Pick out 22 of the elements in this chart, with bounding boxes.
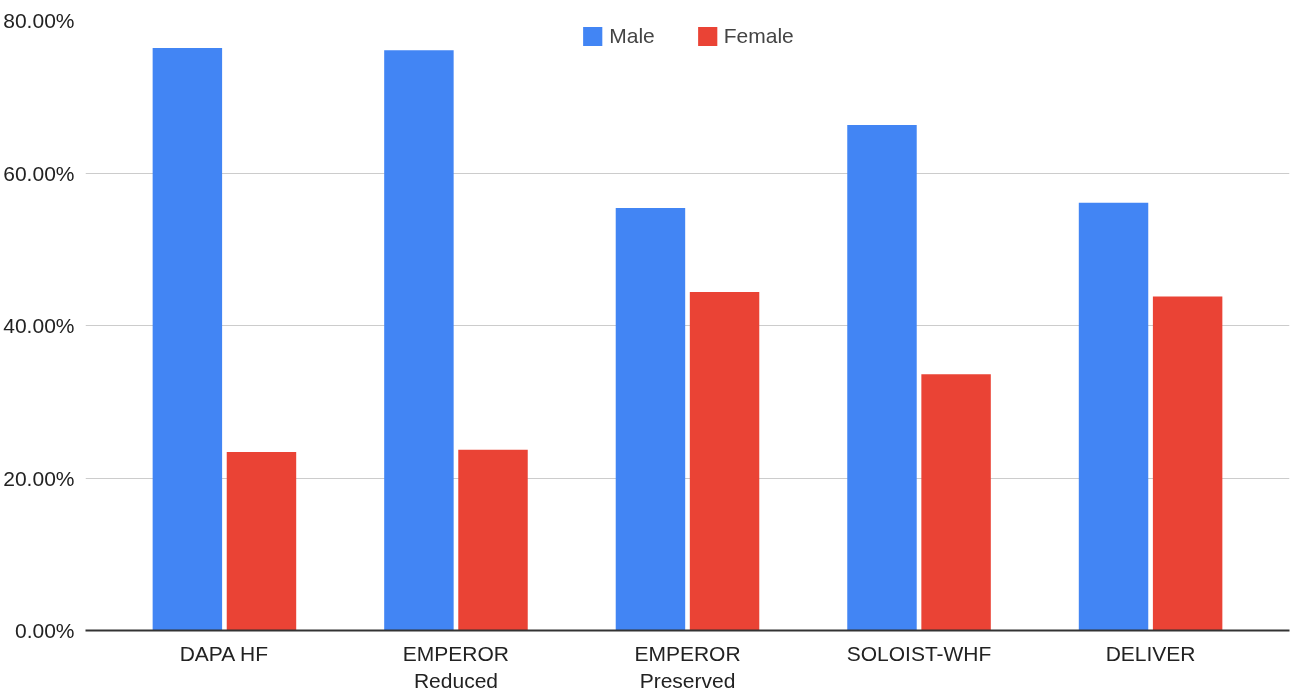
y-tick-label: 60.00%	[3, 161, 75, 185]
bar	[1078, 202, 1149, 631]
y-tick-label: 80.00%	[3, 9, 75, 32]
legend-label: Female	[723, 24, 794, 48]
bar	[384, 50, 454, 631]
bar	[458, 449, 528, 631]
x-tick-label: SOLOIST-WHF	[846, 641, 992, 665]
x-tick-label: DELIVER	[1105, 641, 1196, 665]
x-tick-label: DAPA HF	[179, 641, 268, 665]
bar	[615, 208, 686, 631]
bar	[847, 124, 917, 631]
x-tick-label: EMPEROR Reduced	[402, 641, 510, 693]
x-tick-label: EMPEROR Preserved	[634, 641, 741, 693]
y-tick-label: 0.00%	[14, 619, 75, 642]
y-tick-label: 20.00%	[3, 466, 75, 490]
y-tick-label: 40.00%	[3, 314, 75, 337]
bar	[921, 374, 991, 631]
bar	[226, 452, 297, 631]
bar	[152, 47, 223, 631]
bar	[689, 291, 760, 631]
bar	[1152, 296, 1223, 631]
legend-label: Male	[609, 24, 655, 48]
